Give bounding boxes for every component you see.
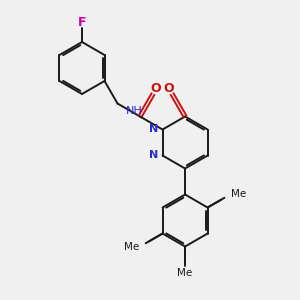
Text: Me: Me [230,189,246,199]
Text: O: O [151,82,161,95]
Text: Me: Me [177,268,193,278]
Text: N: N [149,124,158,134]
Text: Me: Me [124,242,140,252]
Text: NH: NH [125,106,142,116]
Text: O: O [164,82,174,94]
Text: F: F [78,16,86,28]
Text: N: N [149,149,158,160]
